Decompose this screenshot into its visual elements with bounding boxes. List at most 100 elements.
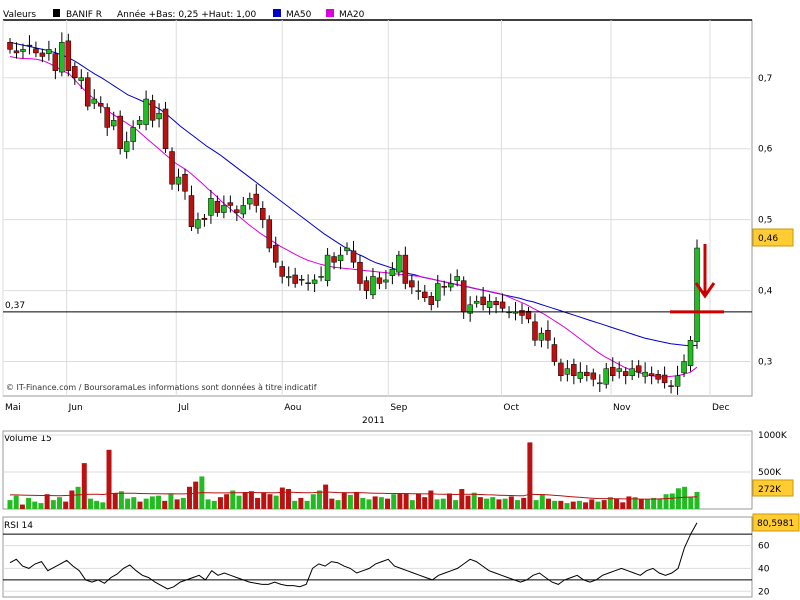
volume-bar (595, 501, 601, 509)
candle-down (234, 209, 240, 213)
volume-bar (675, 488, 681, 509)
candle-down (422, 291, 428, 298)
candle-down (298, 278, 305, 281)
volume-bar (397, 493, 403, 509)
volume-bar (75, 486, 81, 509)
candle-down (188, 195, 195, 227)
volume-bar (391, 494, 397, 509)
candle-up (564, 368, 571, 375)
price-tick-label: 0,4 (758, 287, 773, 297)
candle-down (622, 371, 629, 376)
volume-bar (589, 499, 595, 509)
candle-up (247, 198, 253, 205)
candle-down (441, 286, 447, 288)
candle-down (52, 53, 59, 71)
volume-bar (193, 481, 199, 509)
volume-bar (224, 494, 230, 509)
candle-up (208, 198, 214, 216)
volume-bar (94, 500, 100, 509)
volume-bar (112, 493, 118, 509)
support-label: 0,37 (5, 301, 25, 311)
candle-up (603, 368, 610, 385)
volume-bar (515, 500, 521, 509)
candle-down (85, 77, 91, 107)
x-axis: Mai Jun Jul Aou Sep Oct Nov Dec (5, 403, 729, 413)
price-tick-label: 0,3 (758, 358, 772, 368)
volume-bar (378, 497, 384, 509)
candle-up (383, 279, 389, 283)
volume-bar (174, 499, 180, 509)
volume-bar (19, 504, 25, 509)
volume-bar (694, 491, 700, 509)
price-axis: 0,7 0,6 0,5 0,4 0,3 (758, 74, 773, 368)
volume-bar (415, 493, 421, 509)
candle-down (532, 321, 538, 341)
volume-bar (156, 495, 162, 509)
candle-up (681, 361, 687, 374)
candle-up (195, 219, 201, 229)
volume-bar (180, 497, 186, 509)
volume-bar (558, 500, 564, 509)
volume-bar (669, 493, 675, 509)
candle-up (20, 49, 26, 52)
volume-bar (13, 495, 19, 509)
candle-down (350, 250, 357, 263)
candle-up (694, 247, 700, 342)
candle-down (409, 280, 415, 288)
candle-up (629, 368, 635, 376)
volume-bar (347, 494, 353, 509)
volume-bar (471, 492, 477, 509)
volume-bar (131, 497, 137, 509)
candle-down (279, 266, 285, 277)
candle-down (519, 310, 525, 316)
volume-bar (638, 499, 644, 509)
volume-bar (137, 501, 143, 509)
candle-down (363, 280, 370, 291)
rsi-tick-label: 20 (758, 587, 770, 597)
candle-down (376, 277, 383, 284)
candle-down (201, 217, 208, 220)
candle-down (661, 374, 668, 384)
candle-down (272, 244, 279, 263)
candle-down (357, 261, 363, 284)
candle-down (551, 344, 558, 362)
rsi-tick-label: 40 (758, 564, 770, 574)
volume-bar (459, 489, 465, 509)
volume-bar (273, 495, 279, 509)
volume-bar (496, 499, 502, 509)
candle-up (473, 300, 480, 304)
volume-bar (366, 499, 372, 509)
candle-down (480, 296, 486, 306)
candle-down (182, 173, 188, 192)
volume-tick-label: 500K (758, 468, 782, 478)
rsi-title: RSI 14 (4, 521, 33, 531)
month-label: Dec (712, 403, 729, 413)
year-label: 2011 (362, 416, 385, 426)
candle-down (260, 208, 266, 220)
red-arrow (694, 244, 716, 299)
price-panel-frame (2, 19, 753, 397)
candle-down (149, 100, 156, 121)
candle-up (318, 276, 324, 278)
volume-bar (682, 486, 688, 509)
candle-up (59, 42, 65, 73)
candle-down (253, 193, 260, 206)
volume-bar (162, 500, 168, 509)
volume-bar (323, 484, 329, 509)
volume-bar (50, 500, 56, 509)
volume-bars (7, 442, 700, 509)
candle-up (136, 120, 143, 125)
candle-up (46, 49, 52, 54)
volume-bar (552, 500, 558, 509)
volume-bar (118, 491, 124, 509)
volume-bar (248, 491, 254, 509)
candle-up (311, 279, 318, 284)
volume-bar (242, 491, 248, 509)
volume-bar (310, 494, 316, 509)
volume-bar (143, 498, 149, 509)
candle-down (72, 66, 78, 79)
volume-bar (545, 498, 551, 509)
volume-bar (490, 497, 496, 509)
volume-avg-line (10, 491, 698, 500)
